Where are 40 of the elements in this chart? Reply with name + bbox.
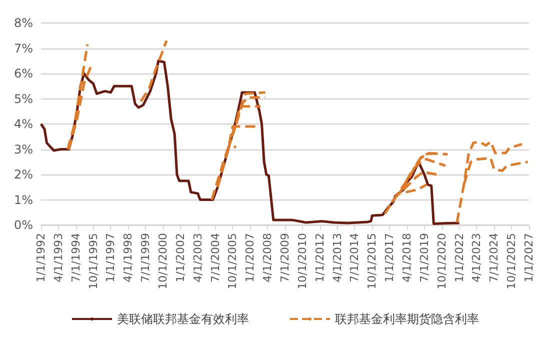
x-tick-label: 10/1/2015 (366, 233, 379, 290)
y-tick-label: 2% (14, 168, 33, 182)
x-tick-label: 1/1/1997 (104, 233, 118, 282)
x-tick-label: 4/1/2018 (400, 233, 414, 282)
y-tick-label: 0% (14, 218, 33, 232)
x-tick-label: 4/1/1998 (122, 233, 135, 282)
x-tick-label: 4/1/2003 (191, 233, 204, 282)
x-tick-label: 7/1/2004 (208, 233, 222, 282)
x-tick-label: 10/1/2005 (226, 233, 240, 290)
y-tick-label: 8% (14, 16, 33, 30)
x-tick-label: 7/1/2009 (278, 233, 292, 282)
x-tick-label: 10/1/1995 (86, 233, 100, 290)
y-tick-label: 3% (14, 142, 33, 156)
y-tick-label: 5% (14, 92, 33, 106)
x-tick-label: 1/1/2012 (313, 233, 326, 282)
y-tick-label: 4% (14, 117, 33, 131)
x-tick-label: 7/1/1994 (69, 233, 82, 282)
x-tick-label: 1/1/2017 (383, 233, 396, 282)
x-tick-label: 1/1/1992 (34, 233, 48, 282)
x-tick-label: 4/1/2008 (261, 233, 274, 282)
x-tick-label: 7/1/2014 (348, 233, 362, 282)
x-tick-label: 1/1/2002 (174, 233, 187, 282)
x-tick-label: 10/1/2025 (505, 233, 518, 290)
y-tick-label: 6% (14, 66, 33, 80)
x-tick-label: 7/1/2024 (488, 233, 501, 282)
x-tick-label: 7/1/1999 (139, 233, 152, 282)
y-tick-label: 1% (14, 192, 33, 207)
y-tick-label: 7% (14, 41, 33, 56)
x-tick-label: 10/1/2020 (435, 233, 448, 290)
x-tick-label: 4/1/1993 (52, 233, 65, 282)
x-tick-label: 7/1/2019 (418, 233, 431, 282)
x-tick-label: 10/1/2000 (156, 233, 170, 290)
legend-label: 美联储联邦基金有效利率 (117, 312, 249, 326)
legend-label: 联邦基金利率期货隐含利率 (335, 312, 479, 326)
x-tick-label: 1/1/2022 (452, 233, 466, 282)
x-tick-label: 1/1/2027 (522, 233, 536, 282)
x-tick-label: 1/1/2007 (244, 233, 257, 282)
x-tick-label: 4/1/2023 (470, 233, 484, 282)
x-tick-label: 4/1/2013 (330, 233, 344, 282)
x-tick-label: 10/1/2010 (296, 233, 309, 290)
